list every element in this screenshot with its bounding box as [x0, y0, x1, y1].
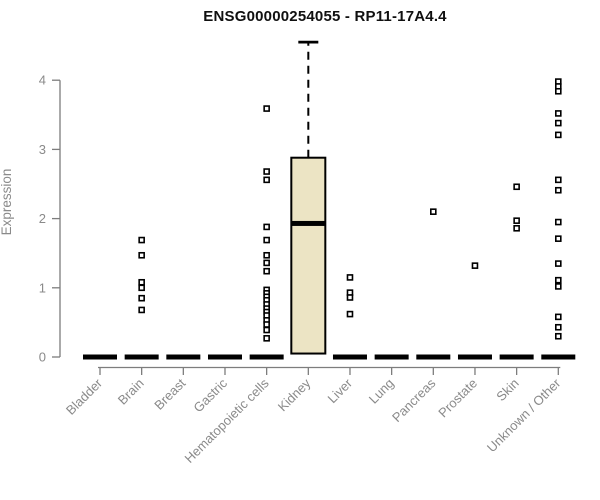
median-bar: [499, 354, 534, 360]
outlier-point: [513, 183, 520, 191]
y-axis-title: Expression: [0, 169, 14, 236]
box-kidney: [290, 156, 327, 355]
median-line: [291, 220, 326, 226]
outlier-point: [471, 262, 479, 269]
outlier-point: [554, 110, 562, 117]
outlier-point: [554, 218, 562, 226]
outlier-point: [138, 236, 145, 244]
outlier-point: [138, 294, 145, 302]
x-category-label: Unknown / Other: [484, 375, 564, 455]
outlier-point: [554, 313, 562, 321]
outlier-point: [554, 276, 562, 284]
outlier-point: [554, 260, 562, 267]
x-category-label: Bladder: [63, 375, 106, 418]
median-bar: [457, 354, 492, 360]
median-bar: [332, 354, 367, 360]
outlier-point: [554, 332, 562, 340]
outlier-point: [138, 251, 145, 259]
x-category-label: Liver: [325, 375, 356, 406]
median-bar: [541, 354, 576, 360]
x-category-label: Brain: [115, 376, 147, 408]
outlier-point: [263, 251, 270, 259]
outlier-point: [263, 259, 270, 267]
outlier-point: [346, 274, 354, 281]
outlier-point: [554, 131, 562, 139]
y-tick-label: 0: [39, 350, 46, 365]
x-category-label: Breast: [151, 375, 188, 412]
x-category-label: Lung: [366, 376, 397, 407]
outlier-point: [263, 176, 270, 184]
outlier-point: [554, 176, 562, 184]
x-category-label: Pancreas: [389, 375, 439, 425]
x-category-label: Skin: [493, 376, 521, 404]
outlier-point: [263, 223, 270, 231]
y-tick-label: 4: [39, 73, 46, 88]
median-bar: [124, 354, 159, 360]
median-bar: [374, 354, 409, 360]
outlier-point: [263, 335, 270, 342]
outlier-point: [554, 87, 562, 95]
outlier-point: [346, 310, 354, 318]
y-tick-label: 3: [39, 142, 46, 157]
median-bar: [249, 354, 284, 360]
outlier-point: [138, 278, 145, 286]
outlier-point: [263, 236, 270, 244]
outlier-point: [138, 284, 145, 292]
median-bar: [416, 354, 451, 360]
x-category-label: Prostate: [435, 376, 480, 421]
chart-title: ENSG00000254055 - RP11-17A4.4: [203, 8, 447, 25]
outlier-point: [513, 217, 520, 224]
y-tick-label: 1: [39, 280, 46, 295]
outlier-point: [513, 224, 520, 232]
y-tick-label: 2: [39, 211, 46, 226]
median-bar: [83, 354, 117, 360]
outlier-point: [554, 235, 562, 242]
outlier-point: [138, 306, 145, 314]
median-bar: [166, 354, 201, 360]
outlier-point: [554, 119, 562, 127]
outlier-point: [263, 105, 270, 112]
outlier-point: [430, 208, 437, 215]
outlier-point: [554, 323, 562, 331]
outlier-point: [554, 186, 562, 194]
outlier-point: [263, 267, 270, 275]
outlier-point: [263, 326, 270, 334]
x-category-label: Gastric: [190, 375, 230, 415]
outlier-point: [346, 294, 354, 301]
outlier-point: [554, 283, 562, 290]
outlier-point: [263, 168, 270, 175]
outlier-point: [263, 321, 270, 328]
x-category-label: Kidney: [275, 375, 314, 414]
median-bar: [207, 354, 242, 360]
